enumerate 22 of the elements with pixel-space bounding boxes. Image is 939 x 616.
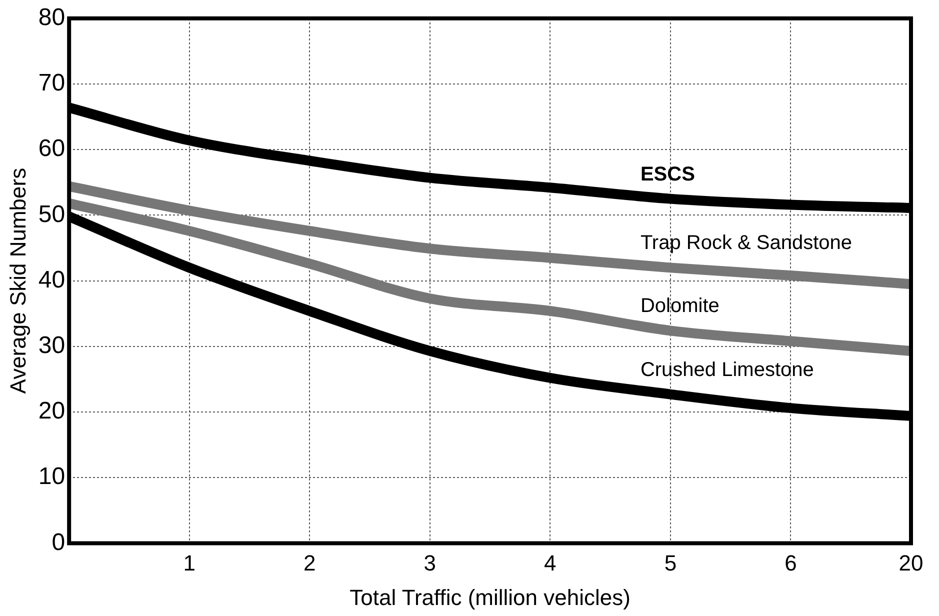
x-tick-label: 2 — [304, 550, 316, 576]
series-label: Crushed Limestone — [640, 358, 814, 381]
y-tick-label: 70 — [38, 70, 66, 97]
y-tick-label: 40 — [38, 266, 66, 294]
x-tick-label: 3 — [424, 550, 436, 576]
series-label: ESCS — [640, 163, 695, 186]
y-tick-label: 10 — [38, 463, 66, 490]
y-tick-label: 20 — [38, 398, 66, 425]
y-tick-label: 30 — [38, 332, 66, 360]
y-tick-label: 60 — [38, 135, 66, 162]
x-tick-label: 1 — [183, 550, 196, 576]
x-tick-label: 4 — [544, 550, 556, 576]
y-tick-label: 0 — [52, 528, 66, 556]
y-tick-label: 50 — [38, 200, 66, 228]
y-axis-title: Average Skid Numbers — [5, 168, 30, 394]
x-tick-label: 20 — [898, 550, 924, 576]
y-tick-label: 80 — [38, 4, 66, 32]
series-label: Dolomite — [640, 295, 720, 318]
x-tick-label: 5 — [664, 550, 677, 576]
x-axis-title: Total Traffic (million vehicles) — [350, 584, 630, 610]
x-tick-label: 6 — [784, 550, 797, 576]
series-label: Trap Rock & Sandstone — [640, 232, 852, 254]
